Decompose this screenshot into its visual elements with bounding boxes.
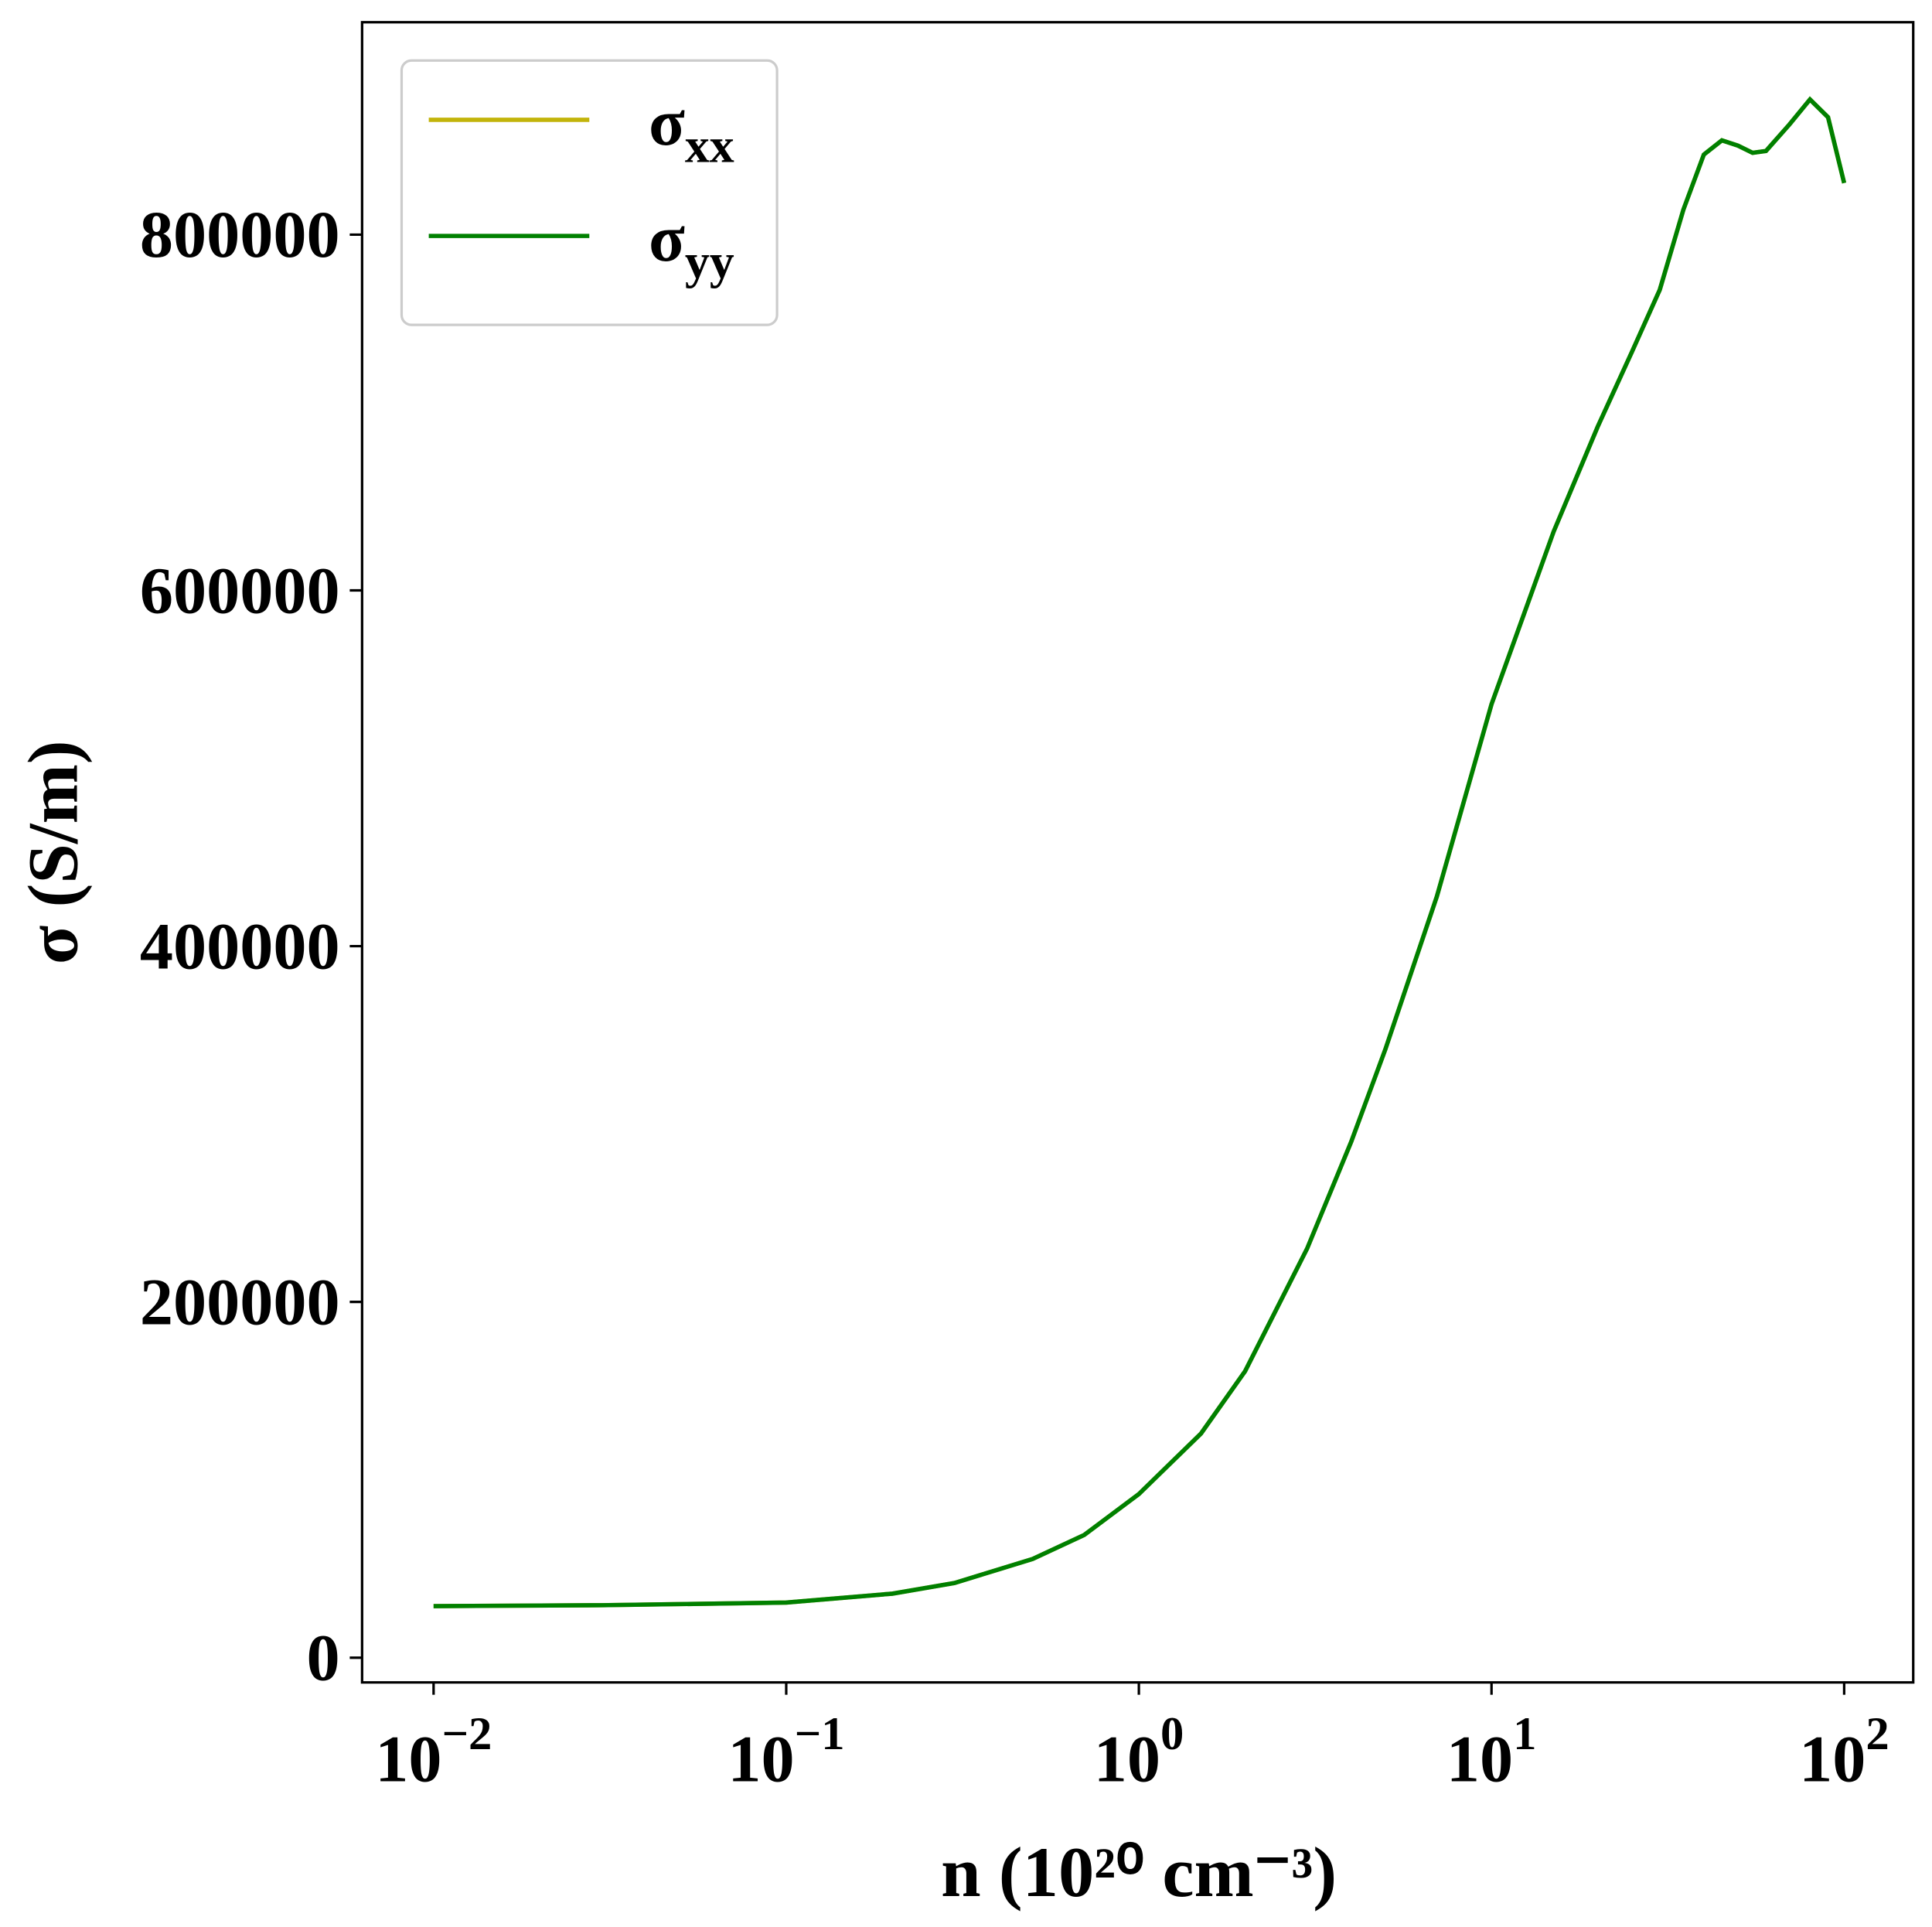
y-tick-label: 200000 — [140, 1264, 340, 1339]
y-axis-label: σ (S/m) — [13, 740, 93, 964]
x-tick-label: 10−2 — [375, 1708, 492, 1796]
x-axis-label: n (10²⁰ cm⁻³) — [941, 1833, 1337, 1912]
x-tick-label: 10−1 — [727, 1708, 844, 1796]
y-tick-label: 0 — [306, 1620, 339, 1694]
y-tick-label: 400000 — [140, 909, 340, 983]
x-tick-label: 101 — [1446, 1708, 1537, 1796]
legend-label: σxx — [649, 85, 734, 172]
y-tick-label: 800000 — [140, 197, 340, 271]
y-tick-label: 600000 — [140, 553, 340, 627]
data-line — [433, 96, 1847, 1608]
x-tick-label: 102 — [1799, 1708, 1889, 1796]
x-tick-label: 100 — [1094, 1708, 1184, 1796]
legend-label: σyy — [649, 201, 734, 288]
legend-box — [400, 59, 779, 326]
